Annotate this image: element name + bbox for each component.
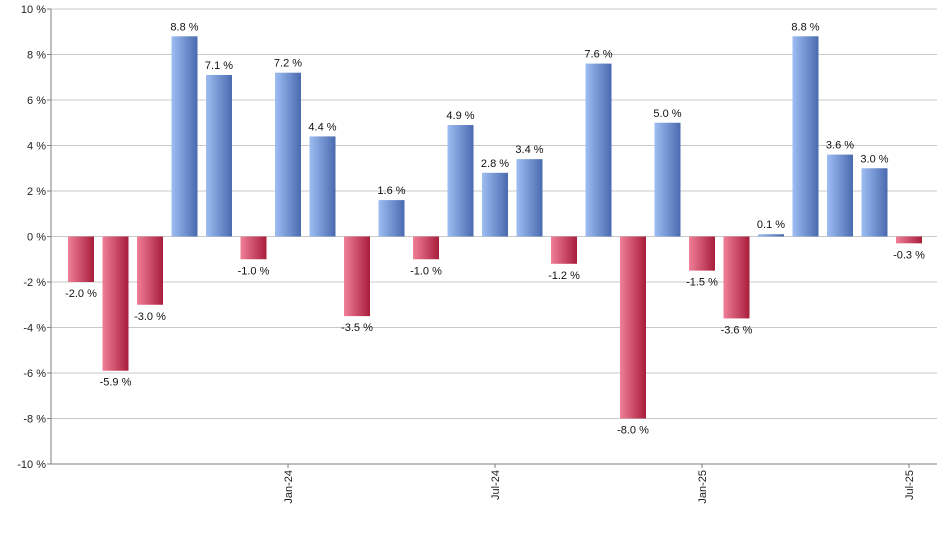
bar-negative bbox=[102, 236, 129, 371]
bar-value-label: 3.0 % bbox=[860, 153, 888, 165]
bar-value-label: -1.0 % bbox=[238, 265, 270, 277]
y-tick-label: 6 % bbox=[27, 95, 46, 107]
bar-value-label: -1.0 % bbox=[410, 265, 442, 277]
y-tick-label: 10 % bbox=[21, 4, 46, 16]
bar-negative bbox=[551, 236, 577, 264]
bar-positive bbox=[792, 36, 819, 237]
bar-value-label: 3.6 % bbox=[826, 140, 854, 152]
bar-value-label: 8.8 % bbox=[791, 21, 819, 33]
bar-value-label: 7.6 % bbox=[584, 49, 612, 61]
bar-positive bbox=[447, 125, 474, 237]
y-tick-label: 4 % bbox=[27, 141, 46, 153]
bar-value-label: 7.1 % bbox=[205, 60, 233, 72]
bar-value-label: -3.0 % bbox=[134, 311, 166, 323]
bar-positive bbox=[275, 72, 301, 237]
bar-value-label: 2.8 % bbox=[481, 158, 509, 170]
bar-value-label: 4.9 % bbox=[446, 110, 474, 122]
data-labels: -2.0 % -5.9 % -3.0 % 8.8 % 7.1 % -1.0 % 7.2 % 4… bbox=[65, 21, 925, 436]
bar-value-label: -2.0 % bbox=[65, 288, 97, 300]
bar-value-label: 0.1 % bbox=[757, 219, 785, 231]
bar-negative bbox=[689, 236, 715, 271]
bar-value-label: -0.3 % bbox=[893, 249, 925, 261]
bar-value-label: -1.5 % bbox=[686, 277, 718, 289]
bar-positive bbox=[309, 136, 336, 237]
bar-positive bbox=[861, 168, 888, 237]
x-tick-label: Jul-24 bbox=[490, 470, 502, 500]
bar-negative bbox=[620, 236, 646, 419]
bar-negative bbox=[240, 236, 267, 260]
bar-positive bbox=[206, 74, 232, 237]
bar-positive bbox=[585, 63, 612, 237]
x-tick-label: Jan-24 bbox=[283, 470, 295, 504]
bar-value-label: 8.8 % bbox=[170, 21, 198, 33]
y-tick-label: 0 % bbox=[27, 232, 46, 244]
bars bbox=[68, 36, 922, 419]
bar-value-label: -3.6 % bbox=[721, 324, 753, 336]
bar-value-label: -3.5 % bbox=[341, 322, 373, 334]
bar-positive bbox=[654, 122, 681, 237]
bar-positive bbox=[171, 36, 198, 237]
y-tick-label: -10 % bbox=[17, 459, 46, 471]
x-tick-label: Jan-25 bbox=[697, 470, 709, 504]
bar-value-label: -5.9 % bbox=[100, 377, 132, 389]
bar-value-label: 1.6 % bbox=[377, 185, 405, 197]
x-tick-label: Jul-25 bbox=[904, 470, 916, 500]
y-tick-label: 8 % bbox=[27, 50, 46, 62]
bar-value-label: 7.2 % bbox=[274, 58, 302, 70]
bar-value-label: 3.4 % bbox=[515, 144, 543, 156]
bar-value-label: -8.0 % bbox=[617, 425, 649, 437]
bar-value-label: 4.4 % bbox=[308, 121, 336, 133]
bar-negative bbox=[896, 236, 922, 244]
y-tick-label: -6 % bbox=[23, 368, 46, 380]
bar-value-label: -1.2 % bbox=[548, 270, 580, 282]
y-tick-label: -2 % bbox=[23, 277, 46, 289]
bar-negative bbox=[413, 236, 439, 260]
bar-negative bbox=[68, 236, 94, 282]
bar-value-label: 5.0 % bbox=[653, 108, 681, 120]
bar-negative bbox=[723, 236, 750, 319]
bar-positive bbox=[516, 159, 543, 237]
bar-positive bbox=[827, 154, 853, 237]
y-tick-label: -8 % bbox=[23, 414, 46, 426]
bar-positive bbox=[378, 200, 405, 237]
bar-negative bbox=[344, 236, 370, 317]
y-tick-label: -4 % bbox=[23, 323, 46, 335]
bar-negative bbox=[137, 236, 163, 305]
bar-positive bbox=[482, 172, 508, 237]
y-tick-label: 2 % bbox=[27, 186, 46, 198]
axes: -10 % -8 % -6 % -4 % -2 % 0 % 2 % 4 % 6 % 8 % 10 %… bbox=[17, 4, 937, 504]
bar-positive bbox=[758, 234, 784, 237]
